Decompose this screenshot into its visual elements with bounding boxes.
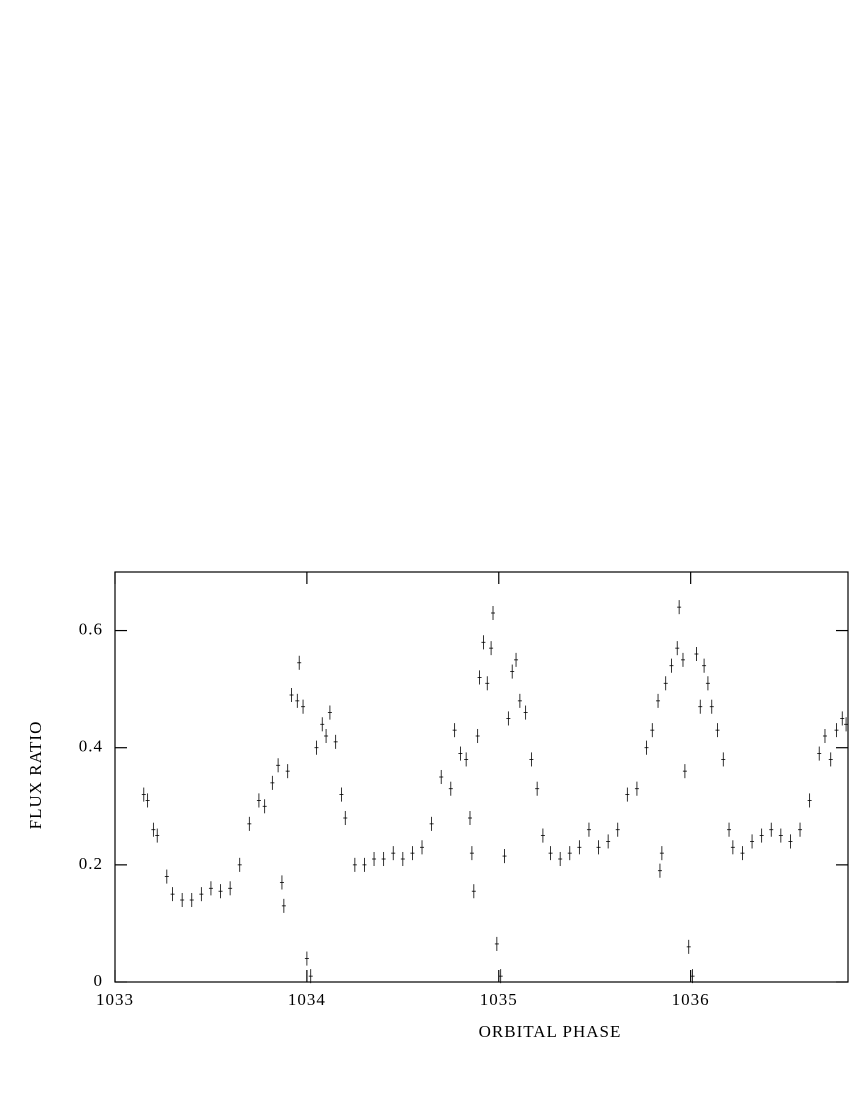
y-tick-label: 0.4 — [79, 737, 103, 756]
y-tick-label: 0 — [94, 971, 104, 990]
y-axis-label: FLUX RATIO — [26, 721, 45, 830]
x-tick-label: 1033 — [96, 990, 134, 1009]
x-tick-label: 1034 — [288, 990, 326, 1009]
x-axis-label: ORBITAL PHASE — [479, 1022, 622, 1041]
plot-frame — [114, 571, 849, 983]
x-tick-label: 1035 — [480, 990, 518, 1009]
y-tick-label: 0.2 — [79, 854, 103, 873]
y-tick-label: 0.6 — [79, 619, 103, 638]
x-tick-label: 1036 — [672, 990, 710, 1009]
